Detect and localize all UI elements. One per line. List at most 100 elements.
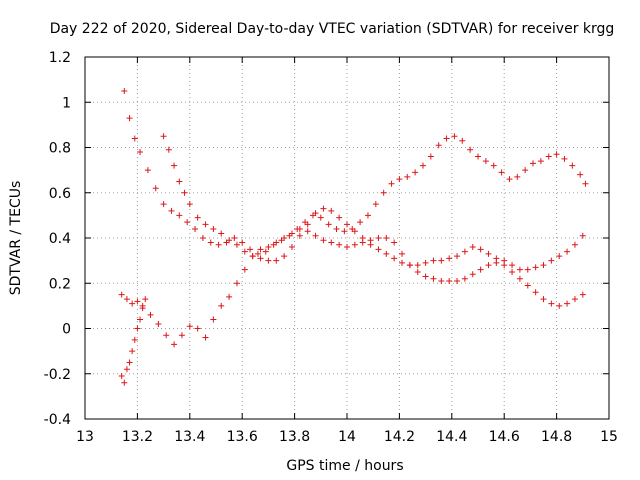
data-point: satellite track D: (13.21, 0.04) (137, 316, 144, 323)
data-point: satellite track C: (13.91, 0.39) (320, 237, 327, 244)
data-point: satellite track C: (14.45, 0.22) (461, 275, 468, 282)
y-tick-label: -0.4 (44, 412, 71, 428)
data-point: satellite track C: (13.49, 0.04) (210, 316, 217, 323)
data-point: satellite track C: (13.82, 0.44) (296, 225, 303, 232)
data-point: satellite track C: (14.87, 0.13) (571, 296, 578, 303)
data-point: satellite track C: (14.75, 0.13) (540, 296, 547, 303)
x-tick-label: 13.4 (174, 429, 205, 445)
data-point: satellite track B: (14.3, 0.29) (422, 259, 429, 266)
x-tick-label: 14.4 (436, 429, 467, 445)
data-point: satellite track A: (14.38, 0.84) (443, 135, 450, 142)
y-tick-label: -0.2 (44, 367, 71, 383)
data-point: satellite track B: (14.78, 0.3) (548, 257, 555, 264)
data-point: satellite track B: (14.33, 0.3) (430, 257, 437, 264)
data-point: satellite track A: (13.96, 0.44) (333, 225, 340, 232)
y-tick-label: 0.4 (49, 231, 71, 247)
data-point: satellite track C: (13.25, 0.06) (147, 311, 154, 318)
x-tick-label: 14 (338, 429, 356, 445)
data-point: satellite track C: (14.84, 0.11) (564, 300, 571, 307)
data-point: satellite track A: (13.99, 0.43) (341, 228, 348, 235)
data-point: satellite track B: (13.34, 0.72) (171, 162, 178, 169)
data-point: satellite track C: (13.16, 0.13) (123, 296, 130, 303)
data-point: satellite track C: (13.46, -0.04) (202, 334, 209, 341)
axis-ticks: 13 13.2 13.4 13.6 13.8 14 14.2 14.4 14.6 14.8 15 -0… (44, 50, 618, 445)
data-point: satellite track B: (13.61, 0.34) (241, 248, 248, 255)
data-point: satellite track C: (13.94, 0.38) (328, 239, 335, 246)
data-point: satellite track C: (14.51, 0.26) (477, 266, 484, 273)
data-point: satellite track A: (14.35, 0.81) (435, 142, 442, 149)
data-point: satellite track A: (14.23, 0.67) (404, 173, 411, 180)
data-point: satellite track C: (13.43, 0) (194, 325, 201, 332)
data-point: satellite track C: (14.6, 0.28) (501, 262, 508, 269)
data-point: satellite track A: (14.65, 0.67) (514, 173, 521, 180)
x-tick-label: 15 (600, 429, 618, 445)
data-point: satellite track A: (13.33, 0.52) (168, 207, 175, 214)
y-tick-label: 0.2 (49, 276, 71, 292)
data-point: satellite track B: (14.39, 0.31) (446, 255, 453, 262)
data-point: satellite track D: (13.14, -0.21) (118, 373, 125, 380)
data-point: satellite track C: (14.9, 0.15) (579, 291, 586, 298)
x-tick-label: 13.2 (122, 429, 153, 445)
data-point: satellite track B: (13.7, 0.3) (265, 257, 272, 264)
data-point: satellite track C: (14.12, 0.4) (375, 235, 382, 241)
data-point: satellite track D: (13.19, -0.05) (131, 336, 138, 343)
data-point: satellite track C: (13.97, 0.37) (336, 241, 343, 248)
data-point: satellite track C: (13.31, -0.03) (163, 332, 170, 339)
data-point: satellite track A: (14.8, 0.77) (553, 151, 560, 158)
data-point: satellite track B: (13.36, 0.65) (176, 178, 183, 185)
data-point: satellite track C: (13.18, 0.11) (129, 300, 136, 307)
x-axis-label: GPS time / hours (286, 458, 403, 474)
data-point: satellite track B: (13.58, 0.37) (233, 241, 240, 248)
y-tick-label: 0.8 (49, 141, 71, 157)
data-point: satellite track C: (13.7, 0.36) (265, 244, 272, 251)
x-tick-label: 14.2 (384, 429, 415, 445)
data-point: satellite track A: (13.63, 0.35) (247, 246, 254, 253)
data-point: satellite track B: (13.67, 0.31) (257, 255, 264, 262)
data-point: satellite track A: (13.66, 0.33) (254, 250, 261, 257)
data-point: satellite track A: (13.15, 1.05) (121, 87, 128, 94)
data-point: satellite track A: (14.86, 0.72) (569, 162, 576, 169)
data-point: satellite track C: (13.2, 0.12) (134, 298, 141, 305)
data-point: satellite track C: (14.54, 0.28) (485, 262, 492, 269)
data-point: satellite track C: (14.81, 0.1) (556, 302, 563, 309)
data-point: satellite track B: (14.75, 0.28) (540, 262, 547, 269)
data-point: satellite track B: (14.72, 0.27) (532, 264, 539, 271)
x-tick-label: 13.6 (227, 429, 258, 445)
data-point: satellite track D: (13.18, -0.1) (129, 348, 136, 355)
data-point: satellite track A: (14.71, 0.73) (530, 160, 537, 167)
data-point: satellite track B: (13.73, 0.3) (273, 257, 280, 264)
data-point: satellite track B: (14.54, 0.33) (485, 250, 492, 257)
data-point: satellite track B: (13.85, 0.46) (304, 221, 311, 228)
data-point: satellite track B: (14.81, 0.32) (556, 253, 563, 260)
data-point: satellite track D: (13.17, -0.15) (126, 359, 133, 366)
data-point: satellite track B: (14.21, 0.29) (399, 259, 406, 266)
y-tick-label: 0 (62, 322, 71, 338)
data-point: satellite track A: (14.68, 0.7) (522, 167, 529, 174)
data-point: satellite track A: (14.74, 0.74) (537, 158, 544, 165)
data-point: satellite track C: (13.85, 0.43) (304, 228, 311, 235)
data-point: satellite track C: (14.63, 0.25) (509, 268, 516, 275)
data-point: satellite track C: (13.61, 0.26) (241, 266, 248, 273)
data-point: satellite track C: (13.28, 0.02) (155, 320, 162, 327)
data-point: satellite track A: (14.41, 0.85) (451, 133, 458, 140)
data-point: satellite track A: (14.08, 0.5) (364, 212, 371, 219)
data-point: satellite track B: (13.43, 0.49) (194, 214, 201, 221)
data-point: satellite track A: (14.11, 0.55) (372, 201, 379, 208)
data-point: satellite track A: (13.45, 0.4) (199, 235, 206, 241)
data-point: satellite track A: (13.19, 0.84) (131, 135, 138, 142)
data-point: satellite track B: (13.38, 0.6) (181, 189, 188, 196)
data-point: satellite track C: (13.79, 0.42) (288, 230, 295, 237)
data-point: satellite track C: (14.24, 0.28) (406, 262, 413, 269)
data-point: satellite track A: (14.05, 0.47) (357, 219, 364, 226)
data-point: satellite track C: (13.88, 0.41) (312, 232, 319, 239)
data-point: satellite track A: (13.42, 0.44) (192, 225, 199, 232)
data-point: satellite track C: (14.27, 0.25) (414, 268, 421, 275)
data-point: satellite track B: (14.69, 0.26) (524, 266, 531, 273)
data-point: satellite track C: (14, 0.36) (344, 244, 350, 251)
data-point: satellite track A: (14.89, 0.68) (577, 171, 584, 178)
data-point: satellite track B: (13.4, 0.55) (186, 201, 193, 208)
data-point: satellite track C: (14.21, 0.33) (399, 250, 406, 257)
data-point: satellite track A: (14.14, 0.6) (380, 189, 387, 196)
data-point: satellite track B: (13.52, 0.42) (218, 230, 225, 237)
